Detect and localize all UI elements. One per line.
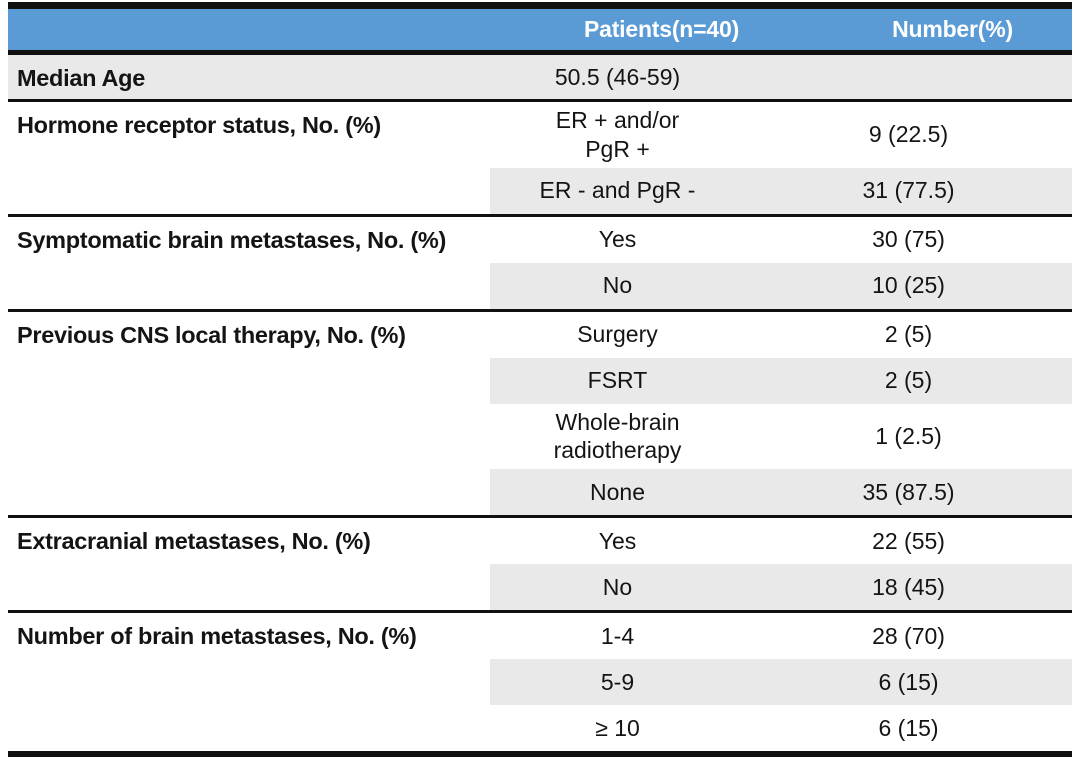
category-cell: Yes	[598, 226, 637, 253]
value-cell: 2 (5)	[884, 321, 933, 347]
section-label: Extracranial metastases, No. (%)	[17, 528, 371, 554]
category-cell: ER + and/or PgR +	[555, 107, 680, 162]
section-rows: Yes 30 (75) No 10 (25)	[490, 217, 1072, 309]
table-body: Median Age 50.5 (46-59) Hormone receptor s…	[8, 55, 1072, 751]
section-rows: Yes 22 (55) No 18 (45)	[490, 518, 1072, 610]
section-rows: ER + and/or PgR + 9 (22.5) ER - and PgR - 3…	[490, 102, 1072, 214]
category-cell: No	[602, 573, 633, 600]
table-row: FSRT 2 (5)	[490, 357, 1072, 404]
value-cell: 2 (5)	[884, 367, 933, 393]
section-label: Previous CNS local therapy, No. (%)	[17, 321, 406, 348]
value-cell: 1 (2.5)	[875, 422, 942, 449]
category-cell: 1-4	[600, 622, 635, 649]
header-patients-label: Patients(n=40)	[583, 16, 740, 42]
section-label: Median Age	[17, 65, 146, 91]
table-row: 5-9 6 (15)	[490, 659, 1072, 705]
table-row: ER - and PgR - 31 (77.5)	[490, 167, 1072, 214]
table-row: Yes 22 (55)	[490, 518, 1072, 564]
table-row: 50.5 (46-59)	[490, 55, 1072, 99]
section-previous-cns-local-therapy-no: Previous CNS local therapy, No. (%) Surge…	[8, 308, 1072, 515]
header-patients-column: Patients(n=40)	[490, 16, 745, 43]
table-bottom-border	[8, 751, 1072, 757]
section-symptomatic-brain-metastases-no: Symptomatic brain metastases, No. (%) Yes…	[8, 213, 1072, 309]
section-median-age: Median Age 50.5 (46-59)	[8, 55, 1072, 99]
table-row: ER + and/or PgR + 9 (22.5)	[490, 102, 1072, 168]
value-cell: 22 (55)	[872, 527, 945, 554]
table-row: 1-4 28 (70)	[490, 613, 1072, 659]
section-number-of-brain-metastases-no: Number of brain metastases, No. (%) 1-4 28…	[8, 610, 1072, 751]
table-top-border	[8, 2, 1072, 9]
table-row: ≥ 10 6 (15)	[490, 705, 1072, 751]
category-cell: ≥ 10	[595, 714, 640, 741]
category-cell: 50.5 (46-59)	[554, 63, 681, 90]
value-cell: 31 (77.5)	[862, 177, 955, 203]
table-row: No 10 (25)	[490, 262, 1072, 309]
patient-characteristics-table: Patients(n=40) Number(%) Median Age 50.5 …	[8, 2, 1072, 757]
value-cell	[745, 73, 1072, 81]
section-rows: 1-4 28 (70) 5-9 6 (15) ≥ 10 6 (15)	[490, 613, 1072, 751]
section-label: Hormone receptor status, No. (%)	[17, 112, 381, 138]
value-cell: 30 (75)	[872, 226, 945, 252]
category-cell: 5-9	[600, 668, 635, 695]
category-cell: None	[590, 478, 645, 505]
section-extracranial-metastases-no: Extracranial metastases, No. (%) Yes 22 (5…	[8, 515, 1072, 610]
section-hormone-receptor-status-no: Hormone receptor status, No. (%) ER + and…	[8, 99, 1072, 214]
category-cell: No	[602, 272, 633, 299]
table-row: Surgery 2 (5)	[490, 312, 1072, 358]
section-rows: Surgery 2 (5) FSRT 2 (5) Whole-brain radioth…	[490, 312, 1072, 515]
header-number-label: Number(%)	[892, 16, 1013, 42]
section-label: Symptomatic brain metastases, No. (%)	[17, 226, 446, 253]
category-cell: FSRT	[587, 367, 648, 394]
section-label: Number of brain metastases, No. (%)	[17, 623, 417, 649]
table-header-row: Patients(n=40) Number(%)	[8, 9, 1072, 55]
value-cell: 9 (22.5)	[868, 121, 949, 148]
table-row: Whole-brain radiotherapy 1 (2.5)	[490, 404, 1072, 470]
category-cell: ER - and PgR -	[539, 177, 696, 204]
section-rows: 50.5 (46-59)	[490, 55, 1072, 99]
header-number-column: Number(%)	[745, 16, 1072, 43]
category-cell: Whole-brain radiotherapy	[553, 408, 682, 464]
value-cell: 28 (70)	[872, 622, 945, 649]
value-cell: 18 (45)	[872, 573, 945, 600]
table-row: Yes 30 (75)	[490, 217, 1072, 263]
table-row: No 18 (45)	[490, 564, 1072, 610]
category-cell: Surgery	[577, 321, 658, 348]
value-cell: 10 (25)	[872, 272, 945, 298]
category-cell: Yes	[598, 527, 637, 554]
value-cell: 35 (87.5)	[862, 478, 955, 505]
table-row: None 35 (87.5)	[490, 469, 1072, 515]
value-cell: 6 (15)	[878, 668, 939, 695]
value-cell: 6 (15)	[878, 714, 939, 741]
